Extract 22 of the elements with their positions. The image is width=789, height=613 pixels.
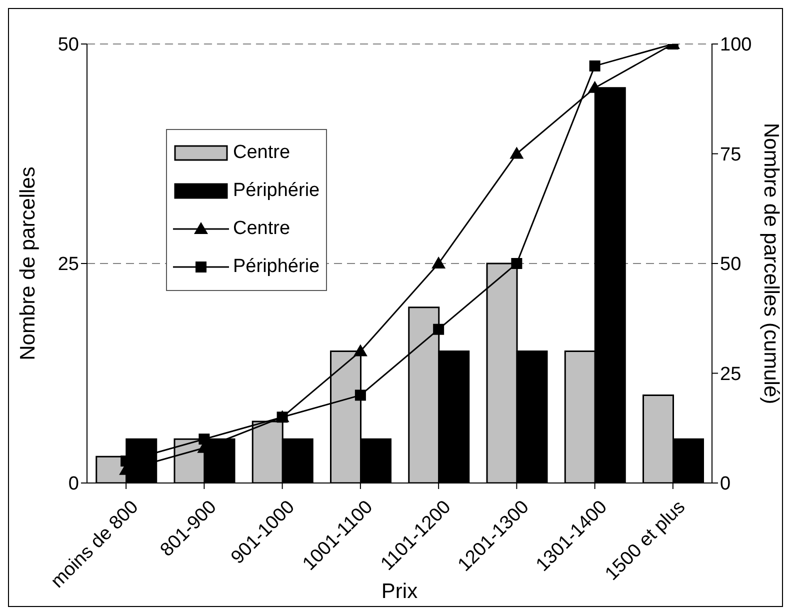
y-axis-title: Nombre de parcelles <box>16 166 40 360</box>
legend-label: Périphérie <box>233 180 320 202</box>
legend-label: Centre <box>233 218 290 240</box>
point <box>510 146 524 159</box>
legend-label: Périphérie <box>233 256 320 278</box>
y-tick-label: 0 <box>68 474 79 495</box>
y-tick-label: 50 <box>58 34 79 56</box>
y2-tick-label: 0 <box>720 474 731 495</box>
y2-tick-label: 25 <box>720 364 742 385</box>
point <box>354 390 366 401</box>
y2-axis-title: Nombre de parcelles (cumulé) <box>760 122 783 404</box>
legend-label: Centre <box>233 142 290 164</box>
point <box>511 258 522 269</box>
y2-tick-label: 100 <box>720 34 752 56</box>
point <box>353 344 368 356</box>
y2-tick-label: 75 <box>720 144 742 166</box>
x-axis-title: Prix <box>381 580 418 603</box>
point <box>589 60 600 72</box>
point <box>433 324 444 335</box>
point <box>432 256 446 268</box>
y-tick-label: 25 <box>58 254 79 276</box>
y2-tick-label: 50 <box>720 254 742 276</box>
